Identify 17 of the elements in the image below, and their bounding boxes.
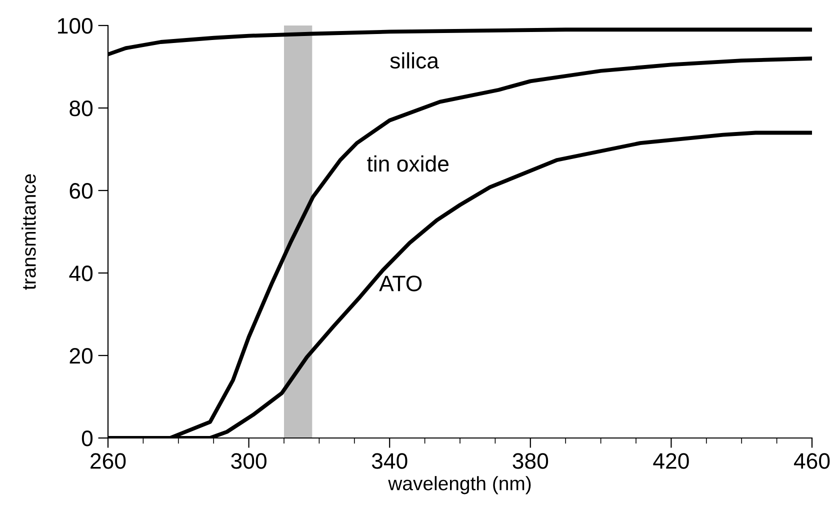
series-label: tin oxide (367, 155, 448, 172)
series-label: ATO (379, 276, 422, 292)
x-tick-label: 420 (653, 453, 689, 469)
y-tick-label: 60 (70, 183, 93, 199)
x-tick-label: 260 (90, 453, 126, 469)
x-tick-label: 300 (231, 453, 266, 469)
y-tick-label: 80 (70, 100, 93, 116)
x-tick-label: 460 (794, 453, 830, 469)
series-label: silica (390, 52, 439, 69)
y-tick-label: 20 (70, 348, 93, 364)
y-tick-label: 40 (69, 266, 93, 282)
y-tick-label: 0 (82, 430, 93, 446)
y-axis-title: transmittance (22, 174, 36, 290)
x-tick-label: 340 (372, 453, 408, 469)
x-axis-title: wavelength (nm) (388, 476, 531, 494)
x-tick-label: 380 (512, 453, 548, 469)
y-tick-label: 100 (58, 18, 93, 34)
